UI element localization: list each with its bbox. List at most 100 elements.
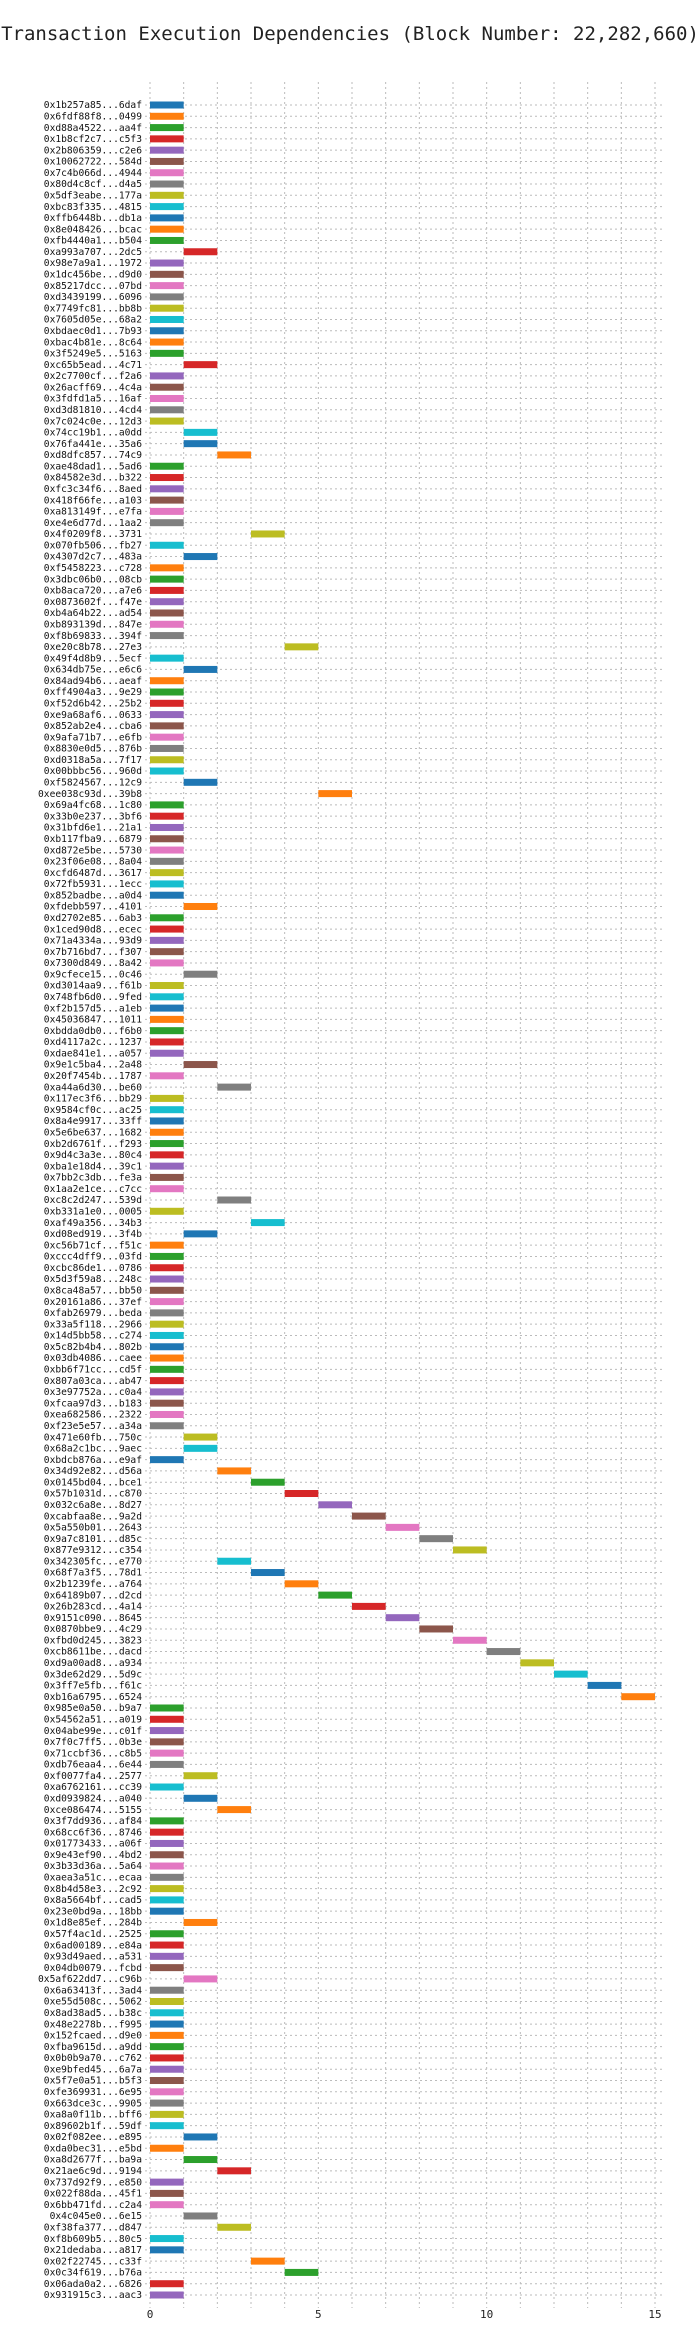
y-tick-label: 0xd0939824...a040 <box>44 1793 142 1804</box>
y-tick-label: 0xa993a707...2dc5 <box>44 247 142 258</box>
transaction-bar <box>150 112 184 120</box>
transaction-bar <box>150 191 184 199</box>
transaction-bar <box>183 970 218 978</box>
y-tick-label: 0xdae841e1...a057 <box>44 1048 142 1059</box>
y-tick-label: 0xd08ed919...3f4b <box>44 1229 142 1240</box>
transaction-bar <box>150 880 184 888</box>
y-tick-label: 0x152fcaed...d9e0 <box>44 2031 142 2042</box>
y-tick-label: 0xa6762161...cc39 <box>44 1782 142 1793</box>
y-tick-label: 0xbc83f335...4815 <box>44 202 142 213</box>
y-tick-label: 0x0c34f619...b76a <box>44 2268 142 2279</box>
y-tick-label: 0x6a63413f...3ad4 <box>44 1985 142 1996</box>
transaction-bar <box>150 259 184 267</box>
transaction-bar <box>150 225 184 233</box>
y-tick-label: 0x7c4b066d...4944 <box>44 168 142 179</box>
transaction-bar <box>150 756 184 764</box>
transaction-bar <box>150 1749 184 1757</box>
y-tick-label: 0x7c024c0e...12d3 <box>44 416 142 427</box>
transaction-bar <box>150 474 184 482</box>
transaction-bar <box>150 2043 184 2051</box>
y-tick-label: 0x3fdfd1a5...16af <box>44 394 142 405</box>
transaction-bar <box>150 914 184 922</box>
transaction-bar <box>150 1252 184 1260</box>
transaction-bar <box>150 1952 184 1960</box>
y-tick-label: 0xbb6f71cc...cd5f <box>44 1365 142 1376</box>
y-tick-label: 0xe9bfed45...6a7a <box>44 2064 142 2075</box>
y-tick-label: 0x74cc19b1...a0dd <box>44 428 142 439</box>
y-tick-label: 0xe55d508c...5062 <box>44 1997 142 2008</box>
transaction-bar <box>453 1636 487 1644</box>
transaction-bar <box>150 2077 184 2085</box>
transaction-bar <box>251 1569 285 1577</box>
transaction-bar <box>150 1117 184 1125</box>
transaction-bar <box>183 1794 218 1802</box>
y-tick-label: 0x80d4c8cf...d4a5 <box>44 179 142 190</box>
y-tick-label: 0x04db0079...fcbd <box>44 1963 142 1974</box>
transaction-bar <box>486 1648 521 1656</box>
y-tick-label: 0xf5824567...12c9 <box>44 778 142 789</box>
transaction-bar <box>251 1478 285 1486</box>
transaction-bar <box>150 959 184 967</box>
y-tick-label: 0x1aa2e1ce...c7cc <box>44 1184 142 1195</box>
y-tick-label: 0x807a03ca...ab47 <box>44 1376 142 1387</box>
transaction-bar <box>150 1907 184 1915</box>
y-tick-label: 0x8830e0d5...876b <box>44 744 142 755</box>
y-tick-label: 0x84582e3d...b322 <box>44 473 142 484</box>
y-tick-label: 0x31bfd6e1...21a1 <box>44 823 142 834</box>
y-tick-label: 0x49f4d8b9...5ecf <box>44 653 142 664</box>
transaction-bar <box>150 507 184 515</box>
transaction-bar <box>150 1173 184 1181</box>
y-tick-label: 0x7605d05e...68a2 <box>44 315 142 326</box>
y-tick-label: 0x76fa441e...35a6 <box>44 439 142 450</box>
y-tick-label: 0xba1e18d4...39c1 <box>44 1161 142 1172</box>
transaction-bar <box>150 993 184 1001</box>
transaction-bar <box>150 846 184 854</box>
transaction-bar <box>150 586 184 594</box>
y-tick-label: 0xcfd6487d...3617 <box>44 868 142 879</box>
transaction-bar <box>284 643 319 651</box>
y-tick-label: 0xccc4dff9...03fd <box>44 1252 142 1263</box>
transaction-bar <box>150 1072 184 1080</box>
transaction-bar <box>150 406 184 414</box>
transaction-bar <box>183 1230 218 1238</box>
y-tick-label: 0xb2d6761f...f293 <box>44 1139 142 1150</box>
transaction-bar <box>150 801 184 809</box>
transaction-bar <box>150 812 184 820</box>
transaction-bar <box>150 203 184 211</box>
transaction-bar <box>183 2133 218 2141</box>
y-tick-label: 0x7b716bd7...f307 <box>44 947 142 958</box>
y-tick-label: 0x54562a51...a019 <box>44 1714 142 1725</box>
transaction-bar <box>419 1535 453 1543</box>
y-tick-label: 0x3ff7e5fb...f61c <box>44 1681 142 1692</box>
transaction-bar <box>284 2268 319 2276</box>
y-tick-label: 0xae48dad1...5ad6 <box>44 461 142 472</box>
y-tick-label: 0x3dbc06b0...08cb <box>44 574 142 585</box>
y-tick-label: 0x71ccbf36...c8b5 <box>44 1748 142 1759</box>
y-tick-label: 0x3e97752a...c0a4 <box>44 1387 142 1398</box>
transaction-bar <box>385 1523 420 1531</box>
y-tick-label: 0x852badbe...a0d4 <box>44 890 142 901</box>
transaction-bar <box>150 1241 184 1249</box>
transaction-bar <box>150 124 184 132</box>
y-tick-label: 0x7300d849...8a42 <box>44 958 142 969</box>
y-tick-label: 0x1ced90d8...ecec <box>44 924 142 935</box>
y-tick-label: 0x5c82b4b4...802b <box>44 1342 142 1353</box>
y-tick-label: 0x1d8e85ef...284b <box>44 1918 142 1929</box>
transaction-bar <box>217 1806 251 1814</box>
y-tick-label: 0xf5458223...c728 <box>44 563 142 574</box>
y-tick-label: 0x0870bbe9...4c29 <box>44 1624 142 1635</box>
y-tick-label: 0x34d92e82...d56a <box>44 1466 142 1477</box>
transaction-bar <box>251 2257 285 2265</box>
transaction-bar <box>150 1851 184 1859</box>
transaction-bar <box>150 1388 184 1396</box>
transaction-bar <box>150 315 184 323</box>
transaction-bar <box>150 982 184 990</box>
transaction-bar <box>150 733 184 741</box>
transaction-bar <box>251 1219 285 1227</box>
y-tick-label: 0x33a5f118...2966 <box>44 1319 142 1330</box>
transaction-bar <box>150 654 184 662</box>
y-tick-label: 0x3de62d29...5d9c <box>44 1669 142 1680</box>
y-tick-label: 0xe9a68af6...0633 <box>44 710 142 721</box>
transaction-bar <box>150 1817 184 1825</box>
y-tick-label: 0xff4904a3...9e29 <box>44 687 142 698</box>
